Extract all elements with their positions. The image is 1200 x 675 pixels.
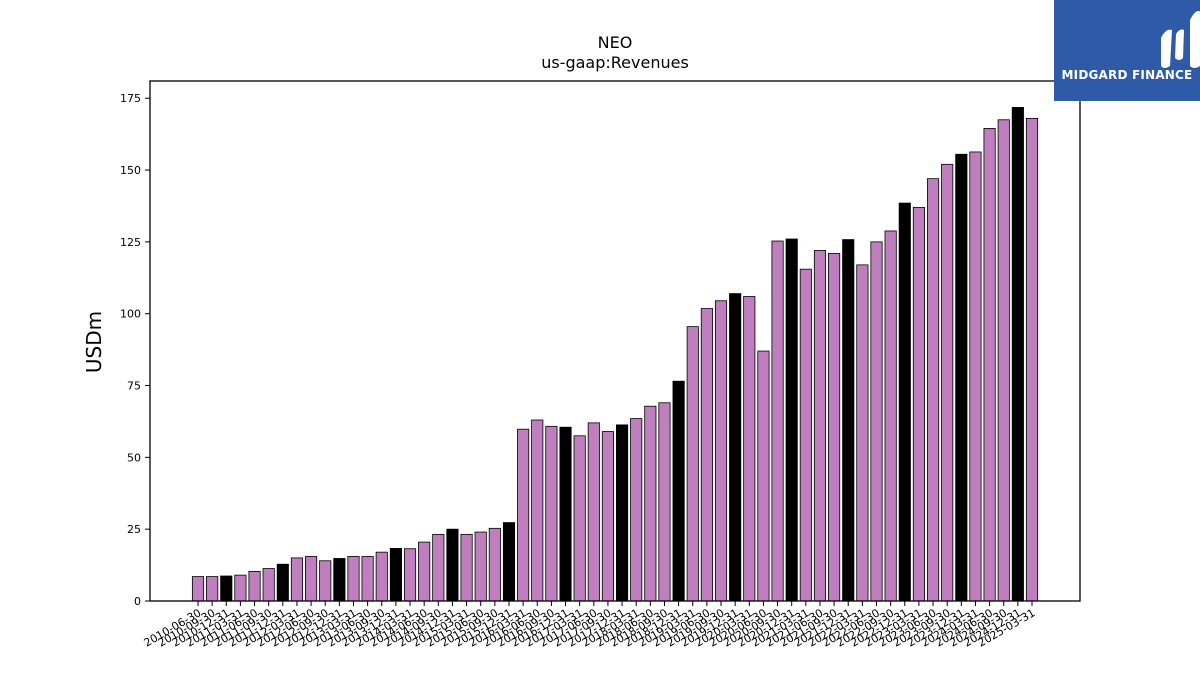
bar-2019-09-30 xyxy=(714,300,728,602)
bar-2022-03-31 xyxy=(856,264,869,602)
bar-2013-03-31 xyxy=(347,556,360,602)
bar-2014-03-31 xyxy=(403,548,417,602)
bars-group xyxy=(191,107,1039,602)
bar-2015-09-30 xyxy=(488,527,501,602)
bar-2020-03-31 xyxy=(743,296,756,602)
bar-2018-12-31 xyxy=(672,380,685,602)
bar-2022-06-30 xyxy=(870,241,883,602)
bar-2023-03-31 xyxy=(912,207,925,602)
bar-2019-03-31 xyxy=(686,326,699,602)
y-tick-label: 125 xyxy=(120,236,141,249)
bar-2016-09-30 xyxy=(545,425,558,602)
bar-2023-06-30 xyxy=(927,178,940,602)
bar-2011-09-30 xyxy=(262,568,275,602)
bar-2023-09-30 xyxy=(941,163,954,602)
bar-2018-09-30 xyxy=(658,402,671,602)
logo-brand-text: MIDGARD FINANCE xyxy=(1061,68,1193,82)
bar-2016-12-31 xyxy=(559,426,572,602)
bar-2017-12-31 xyxy=(616,424,629,602)
y-tick-label: 175 xyxy=(120,92,141,105)
bar-2020-06-30 xyxy=(757,350,770,602)
bar-2015-12-31 xyxy=(502,522,516,602)
bar-2016-06-30 xyxy=(531,419,544,602)
bar-2014-12-31 xyxy=(446,528,459,602)
bar-2011-12-31 xyxy=(276,563,289,602)
bar-2022-09-30 xyxy=(884,230,897,602)
bar-2016-03-31 xyxy=(517,428,530,602)
bar-2023-12-31 xyxy=(955,153,968,602)
bar-2021-06-30 xyxy=(813,250,827,602)
y-tick-label: 0 xyxy=(134,595,141,608)
bar-2024-12-31 xyxy=(1011,107,1024,602)
bar-2012-12-31 xyxy=(333,558,346,602)
bar-2012-03-31 xyxy=(290,557,304,602)
bar-2019-12-31 xyxy=(729,293,742,602)
bar-2010-06-30 xyxy=(191,576,205,602)
bar-2024-03-31 xyxy=(969,151,982,602)
bar-2013-06-30 xyxy=(361,556,374,602)
bar-2017-09-30 xyxy=(601,431,614,602)
bar-2022-12-31 xyxy=(898,202,911,602)
y-tick-label: 150 xyxy=(120,164,141,177)
y-tick-label: 75 xyxy=(127,380,141,393)
bar-2018-06-30 xyxy=(644,405,657,602)
bar-2010-09-30 xyxy=(206,576,219,602)
bar-2018-03-31 xyxy=(630,418,643,602)
x-axis-ticks: 2010-06-302010-09-302010-12-312011-03-31… xyxy=(142,601,1038,650)
bar-2015-06-30 xyxy=(474,531,487,602)
bar-2020-09-30 xyxy=(771,240,784,602)
chart-title: NEO xyxy=(598,33,633,52)
y-tick-label: 25 xyxy=(127,523,141,536)
bar-2017-06-30 xyxy=(587,422,600,602)
y-tick-label: 50 xyxy=(127,451,141,464)
y-axis-label: USDm xyxy=(82,311,106,373)
bar-2012-06-30 xyxy=(305,556,318,602)
bar-2020-12-31 xyxy=(785,238,798,602)
bar-2013-09-30 xyxy=(375,551,388,602)
bar-2024-09-30 xyxy=(997,119,1010,602)
bar-2021-03-31 xyxy=(799,268,812,602)
midgard-finance-logo: MIDGARD FINANCE xyxy=(1054,0,1200,101)
bar-2021-09-30 xyxy=(828,252,841,602)
bar-2019-06-30 xyxy=(700,308,713,602)
midgard-logo-icon xyxy=(1161,11,1200,68)
bar-2025-03-31 xyxy=(1025,117,1039,602)
bar-2010-12-31 xyxy=(220,575,233,602)
bar-2024-06-30 xyxy=(983,127,996,602)
bar-2012-09-30 xyxy=(319,560,332,602)
bar-2013-12-31 xyxy=(389,548,402,602)
bar-2011-06-30 xyxy=(248,571,261,602)
y-axis-ticks: 0 25 50 75 100 125 150 175 xyxy=(120,92,150,608)
bar-2015-03-31 xyxy=(460,533,473,602)
bar-2014-06-30 xyxy=(418,541,431,602)
bar-2014-09-30 xyxy=(432,533,445,602)
bar-2017-03-31 xyxy=(573,435,586,602)
y-tick-label: 100 xyxy=(120,308,141,321)
plot-area-frame xyxy=(149,80,1081,602)
bar-2011-03-31 xyxy=(234,574,247,602)
chart-subtitle: us-gaap:Revenues xyxy=(541,53,689,72)
bar-2021-12-31 xyxy=(842,239,855,602)
